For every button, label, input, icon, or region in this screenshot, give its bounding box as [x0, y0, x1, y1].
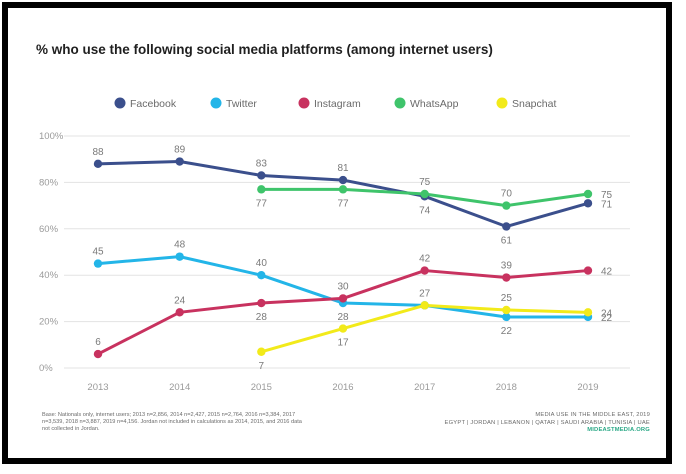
data-label-twitter: 22: [501, 326, 513, 337]
data-point-whatsapp: [257, 185, 266, 194]
data-label-instagram: 42: [601, 267, 613, 278]
data-label-instagram: 39: [501, 261, 513, 272]
legend-marker: [496, 97, 508, 109]
data-point-snapchat: [583, 308, 593, 317]
data-label-instagram: 24: [174, 295, 186, 306]
data-point-snapchat: [257, 347, 266, 356]
y-tick-label: 20%: [39, 317, 59, 328]
data-point-facebook: [175, 157, 184, 166]
line-chart: 0% 20% 40% 60% 80% 100% 2013 2014 2015 2016 2017 20…: [39, 97, 630, 393]
source-site-link[interactable]: MIDEASTMEDIA.ORG: [587, 427, 650, 434]
data-label-whatsapp: 75: [601, 190, 613, 201]
legend-label: Twitter: [226, 98, 257, 110]
data-label-snapchat: 27: [419, 288, 431, 299]
data-label-whatsapp: 77: [256, 198, 268, 209]
data-label-twitter: 45: [92, 247, 104, 258]
data-point-instagram: [338, 294, 348, 303]
data-point-facebook: [93, 159, 103, 169]
data-point-whatsapp: [420, 189, 429, 199]
series-line-snapchat: [260, 303, 589, 354]
data-point-twitter: [93, 259, 103, 268]
data-label-twitter: 22: [601, 313, 613, 324]
source-title: MEDIA USE IN THE MIDDLE EAST, 2019: [535, 412, 650, 418]
legend-marker: [114, 97, 126, 109]
data-point-instagram: [257, 298, 266, 308]
chart-frame: % who use the following social media pla…: [2, 2, 672, 464]
data-label-snapchat: 25: [501, 293, 513, 304]
x-tick-label: 2013: [87, 382, 108, 393]
footnote-basis: Base: Nationals only, internet users; 20…: [42, 412, 302, 433]
data-point-instagram: [93, 349, 103, 359]
legend-marker: [298, 97, 310, 109]
y-tick-label: 60%: [39, 224, 59, 235]
y-tick-label: 0%: [39, 363, 53, 374]
data-label-whatsapp: 70: [501, 189, 513, 200]
x-tick-label: 2019: [577, 382, 598, 393]
data-point-whatsapp: [338, 185, 348, 194]
data-label-instagram: 28: [256, 312, 268, 323]
x-tick-label: 2016: [332, 382, 353, 393]
data-point-facebook: [257, 171, 266, 180]
data-point-twitter: [502, 312, 511, 322]
data-point-instagram: [175, 308, 184, 317]
data-label-whatsapp: 75: [419, 177, 431, 188]
source-block: MEDIA USE IN THE MIDDLE EAST, 2019 EGYPT…: [290, 412, 650, 435]
data-label-facebook: 83: [256, 158, 268, 169]
y-tick-label: 40%: [39, 270, 59, 281]
legend-label: Facebook: [130, 98, 177, 110]
data-point-snapchat: [502, 305, 511, 315]
data-point-twitter: [175, 252, 184, 261]
legend-label: WhatsApp: [410, 98, 459, 110]
legend-label: Instagram: [314, 98, 361, 110]
x-tick-label: 2015: [251, 382, 272, 393]
data-point-facebook: [502, 222, 511, 231]
data-point-instagram: [502, 273, 511, 282]
x-tick-label: 2018: [496, 382, 517, 393]
data-label-snapchat: 17: [337, 338, 349, 349]
data-label-twitter: 28: [337, 312, 349, 323]
legend-marker: [394, 97, 406, 109]
x-tick-label: 2014: [169, 382, 190, 393]
data-point-instagram: [420, 266, 429, 275]
data-label-instagram: 42: [419, 254, 431, 265]
source-countries: EGYPT | JORDAN | LEBANON | QATAR | SAUDI…: [444, 419, 650, 426]
data-label-facebook: 71: [601, 199, 613, 210]
data-label-whatsapp: 77: [337, 198, 349, 209]
data-point-whatsapp: [583, 189, 593, 199]
data-label-instagram: 6: [95, 337, 101, 348]
x-tick-label: 2017: [414, 382, 435, 393]
data-label-facebook: 88: [92, 147, 104, 158]
y-tick-label: 80%: [39, 177, 59, 188]
data-label-facebook: 81: [337, 163, 349, 174]
data-point-facebook: [338, 175, 348, 185]
data-label-facebook: 61: [501, 235, 513, 246]
data-label-facebook: 89: [174, 145, 186, 156]
data-label-facebook: 74: [419, 205, 431, 216]
data-point-twitter: [257, 271, 266, 280]
data-point-instagram: [583, 266, 593, 275]
legend-label: Snapchat: [512, 98, 556, 110]
data-label-snapchat: 7: [259, 361, 265, 372]
data-point-snapchat: [338, 324, 348, 333]
data-point-snapchat: [420, 301, 429, 310]
y-tick-label: 100%: [39, 131, 64, 142]
data-point-whatsapp: [502, 201, 511, 210]
data-label-snapchat: 24: [601, 308, 613, 319]
data-label-twitter: 40: [256, 258, 268, 269]
data-label-instagram: 30: [337, 281, 349, 292]
data-label-twitter: 48: [174, 240, 186, 251]
data-point-facebook: [583, 199, 593, 208]
chart-title: % who use the following social media pla…: [36, 42, 493, 57]
legend-marker: [210, 97, 222, 109]
